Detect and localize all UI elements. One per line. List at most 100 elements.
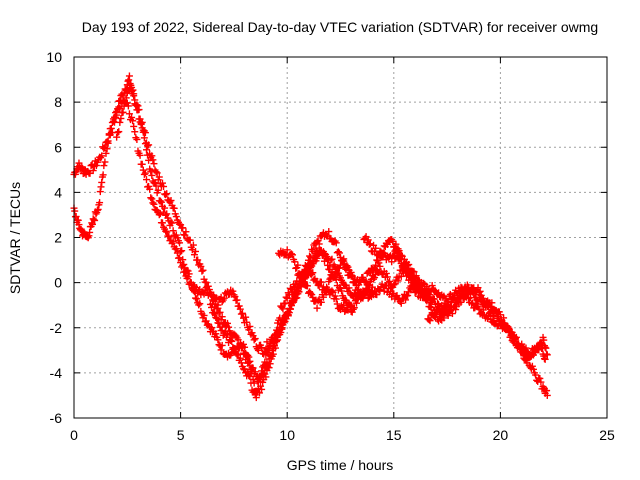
data-point [142,176,150,184]
data-point [294,287,302,295]
data-point [371,274,379,282]
data-point [104,139,112,147]
data-point [179,224,187,232]
data-point [327,256,335,264]
data-point [245,358,253,366]
data-point [362,285,370,293]
data-point [148,152,156,160]
data-point [116,118,124,126]
data-point [108,119,116,127]
data-point [228,337,236,345]
data-point [242,313,250,321]
data-point [315,240,323,248]
data-point [152,168,160,176]
data-point [141,169,149,177]
data-point [153,169,161,177]
data-point [425,316,433,324]
data-point [224,330,232,338]
data-point [350,304,358,312]
data-point [397,251,405,259]
data-point [161,204,169,212]
data-point [120,102,128,110]
data-point [330,273,338,281]
data-point [133,135,141,143]
data-point [383,273,391,281]
data-point [168,219,176,227]
data-point [276,331,284,339]
data-point [91,216,99,224]
data-point [177,248,185,256]
data-point [453,298,461,306]
y-tick-label: 8 [54,94,62,110]
data-point [216,308,224,316]
data-point [163,228,171,236]
data-point [157,198,165,206]
data-point [475,305,483,313]
data-point [345,266,353,274]
data-point [474,284,482,292]
data-point [504,323,512,331]
data-point [247,379,255,387]
data-point [103,145,111,153]
data-point [166,198,174,206]
data-point [142,146,150,154]
data-point [373,291,381,299]
data-point [488,299,496,307]
data-point [383,240,391,248]
data-point [416,281,424,289]
data-point [436,312,444,320]
data-point [278,303,286,311]
data-point [388,258,396,266]
data-point [113,111,121,119]
data-point [92,161,100,169]
y-axis-label: SDTVAR / TECUs [7,182,23,294]
data-point [424,294,432,302]
data-point [85,232,93,240]
data-point [386,277,394,285]
data-point [99,171,107,179]
data-point [148,195,156,203]
data-point [182,228,190,236]
y-tick-label: 6 [54,139,62,155]
data-point [289,299,297,307]
data-point [421,291,429,299]
y-tick-label: -2 [50,320,63,336]
data-point [293,294,301,302]
data-point [329,288,337,296]
data-point [129,117,137,125]
data-point [163,210,171,218]
data-point [500,314,508,322]
data-point [325,228,333,236]
data-point [305,269,313,277]
data-point [125,110,133,118]
data-point [202,279,210,287]
data-point [178,247,186,255]
data-point [150,200,158,208]
data-point [238,309,246,317]
data-point [541,355,549,363]
data-point [140,170,148,178]
data-point [250,336,258,344]
data-point [519,343,527,351]
data-point [244,368,252,376]
data-point [289,251,297,259]
data-point [212,313,220,321]
data-point [206,288,214,296]
data-point [167,196,175,204]
x-tick-label: 25 [599,427,615,443]
data-point [370,266,378,274]
data-point [282,315,290,323]
data-point [366,240,374,248]
x-tick-label: 0 [70,427,78,443]
data-point [246,373,254,381]
data-point [212,330,220,338]
data-point [204,282,212,290]
data-point [173,249,181,257]
data-point [215,341,223,349]
data-point [214,304,222,312]
data-point [200,311,208,319]
data-point [317,278,325,286]
data-point [116,104,124,112]
data-point [342,263,350,271]
data-point [125,72,133,80]
